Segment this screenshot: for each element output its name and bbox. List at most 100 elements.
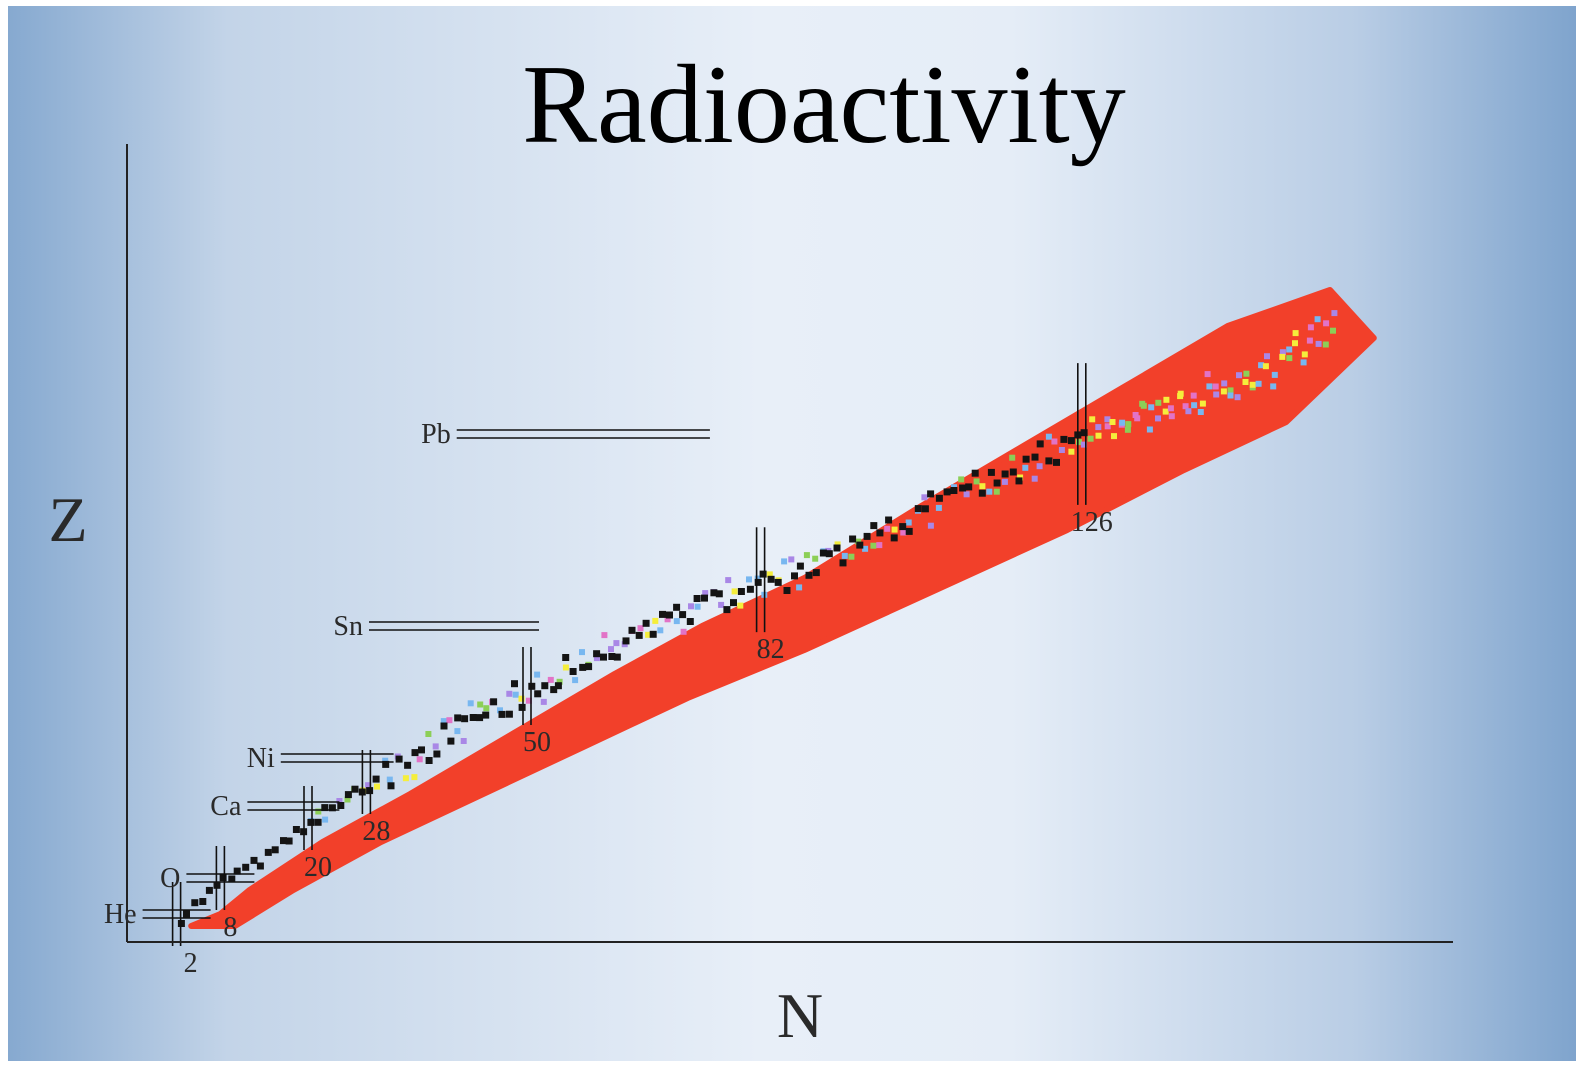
long-lived-nuclide <box>876 542 883 549</box>
stable-nuclide <box>767 575 775 583</box>
long-lived-nuclide <box>1212 383 1219 390</box>
long-lived-nuclide <box>702 590 709 597</box>
stable-nuclide <box>890 534 898 542</box>
stable-nuclide <box>271 846 279 854</box>
stable-nuclide <box>608 653 616 660</box>
long-lived-nuclide <box>1139 400 1146 407</box>
long-lived-nuclide <box>593 655 600 662</box>
long-lived-nuclide <box>467 700 474 707</box>
element-label: O <box>160 863 180 894</box>
long-lived-nuclide <box>608 646 614 653</box>
long-lived-nuclide <box>1051 438 1058 445</box>
long-lived-nuclide <box>1220 388 1227 395</box>
long-lived-nuclide <box>884 525 891 532</box>
long-lived-nuclide <box>1068 448 1075 455</box>
stable-nuclide <box>833 544 841 552</box>
stable-nuclide <box>337 802 345 809</box>
long-lived-nuclide <box>506 690 513 697</box>
stable-nuclide <box>344 791 352 799</box>
long-lived-nuclide <box>1258 362 1265 369</box>
long-lived-nuclide <box>315 808 322 815</box>
long-lived-nuclide <box>986 488 993 495</box>
stable-nuclide <box>927 490 935 498</box>
long-lived-nuclide <box>1292 330 1299 337</box>
long-lived-nuclide <box>900 529 907 536</box>
stable-nuclide <box>746 585 754 593</box>
long-lived-nuclide <box>613 640 620 647</box>
long-lived-nuclide <box>336 798 343 804</box>
stable-nuclide <box>723 606 731 614</box>
long-lived-nuclide <box>425 731 432 737</box>
long-lived-nuclide <box>1148 404 1155 411</box>
stable-nuclide <box>649 630 657 638</box>
long-lived-nuclide <box>1227 392 1234 399</box>
stable-nuclide <box>228 875 236 883</box>
long-lived-nuclide <box>1185 408 1192 415</box>
long-lived-nuclide <box>1206 383 1213 390</box>
stable-nuclide <box>686 618 694 625</box>
long-lived-nuclide <box>1146 426 1153 433</box>
long-lived-nuclide <box>766 571 773 578</box>
long-lived-nuclide <box>1167 405 1174 412</box>
stable-nuclide <box>659 610 666 618</box>
stable-nuclide <box>885 516 893 524</box>
long-lived-nuclide <box>460 738 467 744</box>
stable-nuclide <box>447 737 455 745</box>
long-lived-nuclide <box>1124 426 1131 433</box>
stable-nuclide <box>943 488 951 496</box>
stable-nuclide <box>914 505 922 513</box>
stable-nuclide <box>321 804 329 812</box>
long-lived-nuclide <box>1236 372 1242 379</box>
long-lived-nuclide <box>1163 396 1170 403</box>
long-lived-nuclide <box>718 601 725 608</box>
stable-nuclide <box>562 654 570 661</box>
long-lived-nuclide <box>1315 340 1322 347</box>
long-lived-nuclide <box>979 483 986 490</box>
stable-nuclide <box>205 886 213 894</box>
long-lived-nuclide <box>1022 464 1029 471</box>
long-lived-nuclide <box>746 576 752 583</box>
long-lived-nuclide <box>657 627 664 634</box>
long-lived-nuclide <box>454 728 461 735</box>
stable-nuclide <box>642 619 650 627</box>
long-lived-nuclide <box>1270 383 1277 390</box>
long-lived-nuclide <box>1076 439 1082 446</box>
long-lived-nuclide <box>1197 409 1204 415</box>
magic-number-label: 20 <box>304 852 332 883</box>
stable-nuclide <box>1036 440 1044 448</box>
stable-nuclide <box>754 578 762 586</box>
long-lived-nuclide <box>402 775 409 782</box>
long-lived-nuclide <box>963 491 970 498</box>
long-lived-nuclide <box>652 617 659 624</box>
stable-nuclide <box>1045 457 1053 465</box>
stable-nuclide <box>498 710 506 718</box>
stable-nuclide <box>987 468 995 476</box>
long-lived-nuclide <box>477 701 484 708</box>
long-lived-nuclide <box>664 616 671 623</box>
long-lived-nuclide <box>927 522 934 529</box>
long-lived-nuclide <box>1242 379 1249 385</box>
stable-nuclide <box>805 571 813 579</box>
long-lived-nuclide <box>1279 353 1286 360</box>
long-lived-nuclide <box>1119 419 1126 426</box>
long-lived-nuclide <box>891 526 898 533</box>
stable-nuclide <box>219 874 227 882</box>
long-lived-nuclide <box>1322 341 1329 348</box>
long-lived-nuclide <box>1213 391 1220 398</box>
stable-nuclide <box>233 867 241 875</box>
long-lived-nuclide <box>1089 416 1096 423</box>
long-lived-nuclide <box>935 504 942 511</box>
stable-nuclide <box>440 722 448 730</box>
long-lived-nuclide <box>1286 346 1293 353</box>
stable-nuclide <box>280 837 287 845</box>
long-lived-nuclide <box>1087 435 1094 442</box>
long-lived-nuclide <box>688 603 694 610</box>
long-lived-nuclide <box>416 756 423 763</box>
stable-nuclide <box>292 826 300 833</box>
magic-number-label: 126 <box>1071 507 1113 538</box>
long-lived-nuclide <box>1155 415 1161 422</box>
long-lived-nuclide <box>1234 394 1241 401</box>
long-lived-nuclide <box>382 757 389 764</box>
magic-number-lines <box>142 363 1087 946</box>
